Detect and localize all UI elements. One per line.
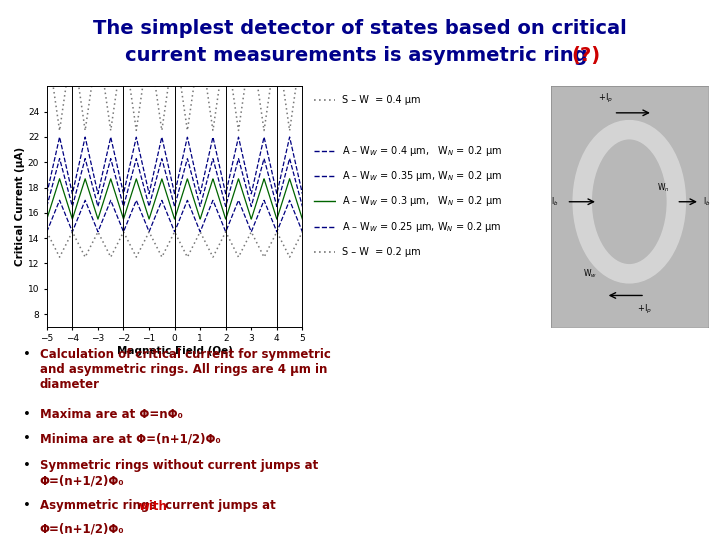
Text: Calculation of critical current for symmetric
and asymmetric rings. All rings ar: Calculation of critical current for symm… <box>40 348 330 392</box>
Text: Asymmetric rings: Asymmetric rings <box>40 500 160 512</box>
Text: I$_b$: I$_b$ <box>703 195 711 208</box>
Text: A – W$_W$ = 0.4 μm,   W$_N$ = 0.2 μm: A – W$_W$ = 0.4 μm, W$_N$ = 0.2 μm <box>342 144 502 158</box>
Text: current measurements is asymmetric ring: current measurements is asymmetric ring <box>125 46 595 65</box>
Text: Maxima are at Φ=nΦ₀: Maxima are at Φ=nΦ₀ <box>40 408 182 421</box>
Text: +I$_p$: +I$_p$ <box>637 303 652 316</box>
Text: current jumps at: current jumps at <box>161 500 275 512</box>
Text: with: with <box>139 500 168 512</box>
Text: A – W$_W$ = 0.25 μm, W$_N$ = 0.2 μm: A – W$_W$ = 0.25 μm, W$_N$ = 0.2 μm <box>342 220 502 234</box>
Text: Minima are at Φ=(n+1/2)Φ₀: Minima are at Φ=(n+1/2)Φ₀ <box>40 432 220 445</box>
Text: W$_w$: W$_w$ <box>583 268 597 280</box>
Text: Symmetric rings without current jumps at
Φ=(n+1/2)Φ₀: Symmetric rings without current jumps at… <box>40 459 318 487</box>
Text: •: • <box>23 459 31 472</box>
Text: •: • <box>23 500 31 512</box>
X-axis label: Magnetic Field (Oe): Magnetic Field (Oe) <box>117 346 233 356</box>
Text: The simplest detector of states based on critical: The simplest detector of states based on… <box>93 19 627 38</box>
Text: I$_b$: I$_b$ <box>551 195 559 208</box>
Y-axis label: Critical Current (μA): Critical Current (μA) <box>15 147 25 266</box>
Text: •: • <box>23 408 31 421</box>
Text: •: • <box>23 432 31 445</box>
Text: A – W$_W$ = 0.3 μm,   W$_N$ = 0.2 μm: A – W$_W$ = 0.3 μm, W$_N$ = 0.2 μm <box>342 194 502 208</box>
Text: A – W$_W$ = 0.35 μm, W$_N$ = 0.2 μm: A – W$_W$ = 0.35 μm, W$_N$ = 0.2 μm <box>342 169 502 183</box>
Text: S – W  = 0.4 μm: S – W = 0.4 μm <box>342 95 420 105</box>
Circle shape <box>595 149 664 254</box>
Text: S – W  = 0.2 μm: S – W = 0.2 μm <box>342 247 420 257</box>
Text: W$_n$: W$_n$ <box>657 181 670 193</box>
Text: •: • <box>23 348 31 361</box>
Text: Φ=(n+1/2)Φ₀: Φ=(n+1/2)Φ₀ <box>40 522 125 535</box>
Text: (?): (?) <box>571 46 600 65</box>
Text: +I$_p$: +I$_p$ <box>598 92 613 105</box>
